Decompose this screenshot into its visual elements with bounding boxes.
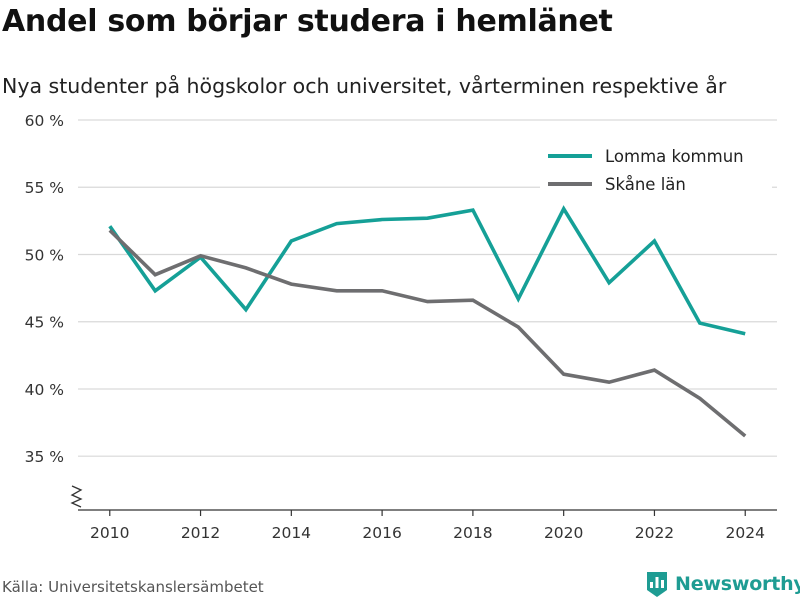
brand: Newsworthy <box>645 569 800 599</box>
y-tick-label: 40 % <box>25 381 64 399</box>
series-line <box>108 229 747 438</box>
legend-label: Lomma kommun <box>605 147 744 166</box>
y-tick-label: 50 % <box>25 246 64 264</box>
axes: 35 % 40 % 45 % 50 % 55 % 60 % 2010 2012 2014 2016… <box>25 112 777 542</box>
brand-name: Newsworthy <box>675 573 800 595</box>
legend: Lomma kommun Skåne län <box>540 137 772 199</box>
y-tick-label: 55 % <box>25 179 64 197</box>
axis-break-icon <box>70 485 83 508</box>
source-note: Källa: Universitetskanslersämbetet <box>2 578 264 596</box>
bar-chart-badge-icon <box>647 572 667 597</box>
x-tick-label: 2022 <box>635 524 674 542</box>
x-tick-label: 2014 <box>272 524 311 542</box>
x-tick-label: 2012 <box>181 524 220 542</box>
chart-title: Andel som börjar studera i hemlänet <box>2 4 613 39</box>
line-chart: 35 % 40 % 45 % 50 % 55 % 60 % 2010 2012 2014 2016… <box>25 112 777 542</box>
series-line <box>108 205 746 336</box>
x-tick-label: 2024 <box>726 524 765 542</box>
x-tick-label: 2010 <box>90 524 129 542</box>
legend-background <box>540 137 772 199</box>
x-tick-label: 2018 <box>453 524 492 542</box>
legend-label: Skåne län <box>605 175 686 194</box>
x-tick-label: 2016 <box>362 524 401 542</box>
series-lines <box>108 205 747 438</box>
x-tick-label: 2020 <box>544 524 583 542</box>
chart-subtitle: Nya studenter på högskolor och universit… <box>2 74 727 98</box>
y-tick-label: 60 % <box>25 112 64 130</box>
y-tick-label: 45 % <box>25 314 64 332</box>
y-tick-label: 35 % <box>25 448 64 466</box>
